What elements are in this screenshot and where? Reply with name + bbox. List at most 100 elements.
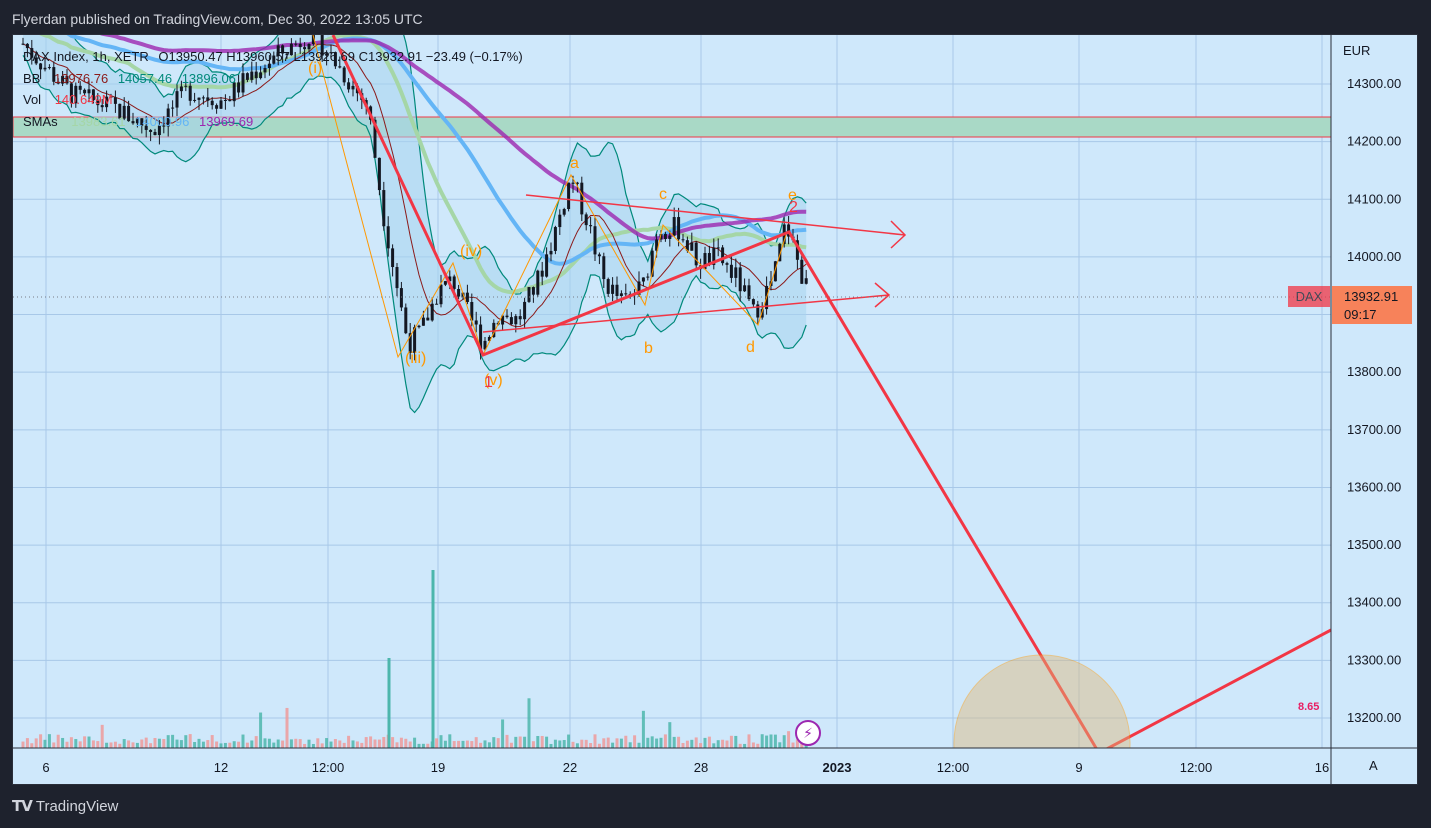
price-tick: 13400.00 bbox=[1347, 595, 1401, 610]
volume-bar bbox=[408, 741, 412, 748]
volume-bar bbox=[655, 738, 659, 748]
candle-body bbox=[492, 322, 496, 338]
candle-body bbox=[52, 67, 56, 82]
volume-bar bbox=[47, 734, 51, 748]
last-price-value: 13932.91 bbox=[1344, 289, 1399, 304]
candle-body bbox=[347, 82, 351, 90]
currency-label[interactable]: EUR bbox=[1343, 43, 1371, 58]
volume-bar bbox=[223, 742, 227, 748]
volume-bar bbox=[131, 742, 135, 748]
projection-path[interactable] bbox=[331, 35, 1331, 753]
indicator-legend: DAX Index, 1h, XETR O13950.47 H13960.57 … bbox=[23, 46, 523, 132]
candle-body bbox=[611, 284, 615, 294]
volume-bar bbox=[267, 738, 271, 748]
candle-body bbox=[149, 129, 153, 132]
volume-bar bbox=[118, 743, 122, 748]
legend-symbol-row[interactable]: DAX Index, 1h, XETR O13950.47 H13960.57 … bbox=[23, 46, 523, 68]
volume-bar bbox=[699, 743, 703, 748]
candle-body bbox=[272, 55, 276, 64]
price-tick: 13500.00 bbox=[1347, 537, 1401, 552]
candle-body bbox=[773, 261, 777, 282]
candle-body bbox=[672, 217, 676, 236]
legend-bb-basis: 13976.76 bbox=[53, 70, 109, 86]
candle-body bbox=[237, 82, 241, 93]
volume-bar bbox=[69, 737, 73, 748]
bollinger-lower bbox=[22, 55, 807, 414]
candle-body bbox=[377, 157, 381, 191]
candle-body bbox=[210, 100, 214, 106]
volume-bar bbox=[716, 740, 720, 748]
volume-bar bbox=[228, 742, 232, 748]
time-tick: 12 bbox=[214, 760, 228, 775]
candle-body bbox=[250, 71, 254, 80]
volume-bar bbox=[553, 739, 557, 748]
publication-title: Flyerdan published on TradingView.com, D… bbox=[12, 11, 423, 27]
volume-bar bbox=[738, 743, 742, 748]
legend-sma-row[interactable]: SMAs 13983.61 14000.96 13969.69 bbox=[23, 111, 523, 133]
volume-bar bbox=[21, 741, 25, 748]
chart-pane[interactable] bbox=[12, 34, 1418, 785]
candle-body bbox=[399, 288, 403, 308]
candle-body bbox=[487, 337, 491, 341]
volume-bar bbox=[426, 743, 430, 748]
volume-bar bbox=[83, 736, 87, 748]
triangle-lines[interactable] bbox=[482, 194, 907, 333]
candle-body bbox=[747, 285, 751, 300]
candle-body bbox=[245, 73, 249, 80]
volume-bar bbox=[611, 742, 615, 748]
time-tick: 9 bbox=[1075, 760, 1082, 775]
candle-body bbox=[760, 309, 764, 318]
candle-body bbox=[162, 125, 166, 127]
volume-bar bbox=[619, 738, 623, 748]
candle-body bbox=[531, 287, 535, 295]
candle-body bbox=[690, 242, 694, 251]
candle-body bbox=[201, 97, 205, 99]
volume-bar bbox=[531, 741, 535, 748]
candle-body bbox=[619, 293, 623, 296]
legend-vol-row[interactable]: Vol 140.649M bbox=[23, 89, 523, 111]
candle-body bbox=[223, 99, 227, 101]
price-axis[interactable]: 14300.0014200.0014100.0014000.0013900.00… bbox=[1347, 76, 1401, 725]
volume-bar bbox=[298, 739, 302, 748]
volume-bar bbox=[65, 741, 69, 748]
volume-bar bbox=[74, 739, 78, 748]
volume-bar bbox=[729, 735, 733, 748]
legend-bb-row[interactable]: BB 13976.76 14057.46 13896.06 bbox=[23, 68, 523, 90]
volume-bar bbox=[457, 740, 461, 748]
candle-body bbox=[338, 66, 342, 68]
volume-bar bbox=[52, 742, 56, 748]
volume-bar bbox=[329, 741, 333, 748]
candle-body bbox=[756, 304, 760, 318]
time-tick: 16 bbox=[1315, 760, 1329, 775]
flash-icon[interactable]: ⚡ bbox=[795, 720, 821, 746]
auto-scale-button[interactable]: A bbox=[1369, 758, 1378, 773]
volume-bar bbox=[712, 743, 716, 748]
volume-bar bbox=[633, 735, 637, 748]
volume-bar bbox=[404, 738, 408, 748]
candle-body bbox=[443, 281, 447, 285]
volume-bar bbox=[272, 742, 276, 748]
volume-bar bbox=[105, 742, 109, 748]
candle-body bbox=[712, 247, 716, 265]
wave-label: d bbox=[746, 339, 755, 356]
time-axis[interactable]: 6 12 12:00 19 22 28 2023 12:00 9 12:00 16 bbox=[42, 760, 1329, 775]
volume-bar bbox=[276, 739, 280, 748]
candle-body bbox=[514, 316, 518, 325]
volume-bar bbox=[122, 739, 126, 748]
tradingview-logo[interactable]: 𝗧𝗩 TradingView bbox=[12, 797, 118, 816]
candle-body bbox=[540, 270, 544, 277]
volume-bar bbox=[417, 743, 421, 748]
candle-body bbox=[465, 292, 469, 302]
volume-bar bbox=[351, 740, 355, 748]
candle-body bbox=[109, 96, 113, 98]
volume-bar bbox=[364, 737, 368, 748]
candle-body bbox=[122, 105, 126, 119]
target-circle[interactable] bbox=[953, 654, 1131, 784]
volume-bar bbox=[360, 742, 364, 748]
volume-bar bbox=[157, 738, 161, 748]
volume-bar bbox=[232, 741, 236, 748]
candle-body bbox=[179, 86, 183, 92]
candle-body bbox=[729, 264, 733, 278]
volume-bar bbox=[197, 738, 201, 748]
